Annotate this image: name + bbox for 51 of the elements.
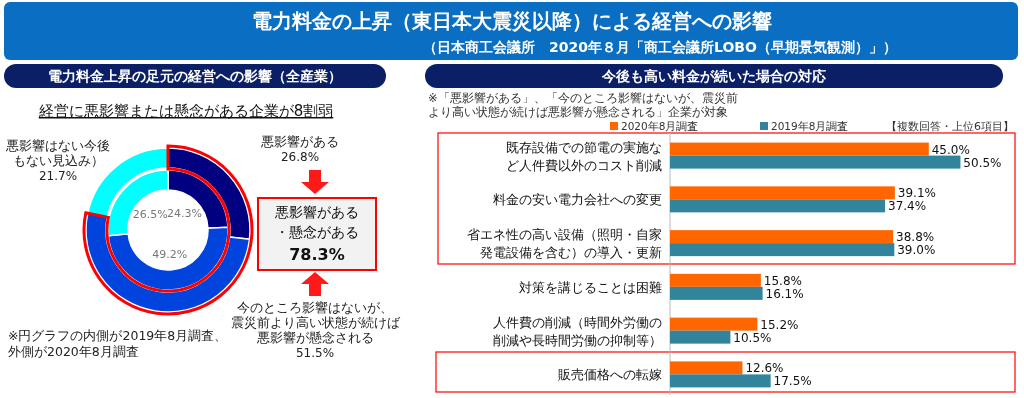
y-tick-label: 省エネ性の高い設備（照明・自家発電設備を含む）の導入・更新 — [467, 227, 662, 261]
chart-title: 電力料金上昇の足元の経営への影響（全産業） — [48, 68, 342, 84]
bar — [670, 273, 761, 287]
bar — [670, 199, 886, 213]
text: ※「悪影響がある」、「今のところ影響はないが、震災前より高い状態が続けば悪影響が懸念される」企業が対象 — [428, 91, 738, 119]
text: 電力料金の上昇（東日本大震災以降）による経営への影響 — [252, 9, 772, 33]
data-label: 15.2% — [760, 317, 799, 332]
slice-label: 今のところ影響はないが、震災前より高い状態が続けば悪影響が懸念される — [230, 300, 401, 345]
bar — [670, 186, 895, 200]
data-label: 51.5% — [295, 346, 335, 360]
text: ・懸念がある — [275, 224, 359, 240]
y-tick-label: 既存設備での節電の実施など人件費以外のコスト削減 — [506, 139, 662, 173]
data-label: 37.4% — [888, 199, 927, 214]
data-label: 10.5% — [733, 330, 772, 345]
data-label: 26.8% — [280, 150, 320, 164]
y-tick-label: 対策を講じることは困難 — [519, 279, 662, 295]
data-label: 17.5% — [773, 374, 812, 389]
data-label: 26.5% — [132, 207, 168, 221]
data-label: 49.2% — [152, 247, 188, 261]
bar — [670, 142, 929, 156]
bar — [670, 243, 895, 257]
data-label: 12.6% — [745, 361, 784, 376]
bar — [670, 155, 961, 169]
text: （日本商工会議所 2020年８月「商工会議所LOBO（早期景気観測）」） — [423, 39, 897, 55]
data-label: 15.8% — [763, 273, 802, 288]
y-tick-label: 人件費の削減（時間外労働の削減や長時間労働の抑制等） — [493, 314, 662, 348]
bar — [670, 230, 894, 244]
bar — [670, 286, 763, 300]
data-label: 38.8% — [896, 230, 935, 245]
y-tick-label: 販売価格への転嫁 — [558, 367, 662, 383]
bar — [670, 330, 731, 344]
data-label: 39.1% — [897, 186, 936, 201]
bar — [670, 361, 743, 375]
slice-label: 悪影響はない今後もない見込み） — [5, 138, 110, 168]
legend-label: 2019年8月調査 — [771, 120, 849, 132]
bar — [670, 317, 758, 331]
data-label: 45.0% — [931, 142, 970, 157]
chart-title: 今後も高い料金が続いた場合の対応 — [601, 68, 826, 84]
text: 78.3% — [289, 245, 345, 264]
category-label: 悪影響がある — [261, 134, 339, 149]
slice-label: 悪影響がある — [274, 204, 359, 220]
data-label: 39.0% — [897, 243, 936, 258]
data-label: 50.5% — [963, 155, 1002, 170]
text: ※円グラフの内側が2019年8月調査、外側が2020年8月調査 — [8, 328, 228, 359]
legend-label: 2020年8月調査 — [621, 120, 699, 132]
data-label: 16.1% — [765, 286, 804, 301]
y-tick-label: 料金の安い電力会社への変更 — [493, 192, 662, 208]
bar — [670, 374, 771, 388]
annotation: 【複数回答・上位6項目】 — [886, 120, 1014, 133]
data-label: 21.7% — [38, 169, 78, 183]
data-label: 24.3% — [167, 206, 203, 220]
